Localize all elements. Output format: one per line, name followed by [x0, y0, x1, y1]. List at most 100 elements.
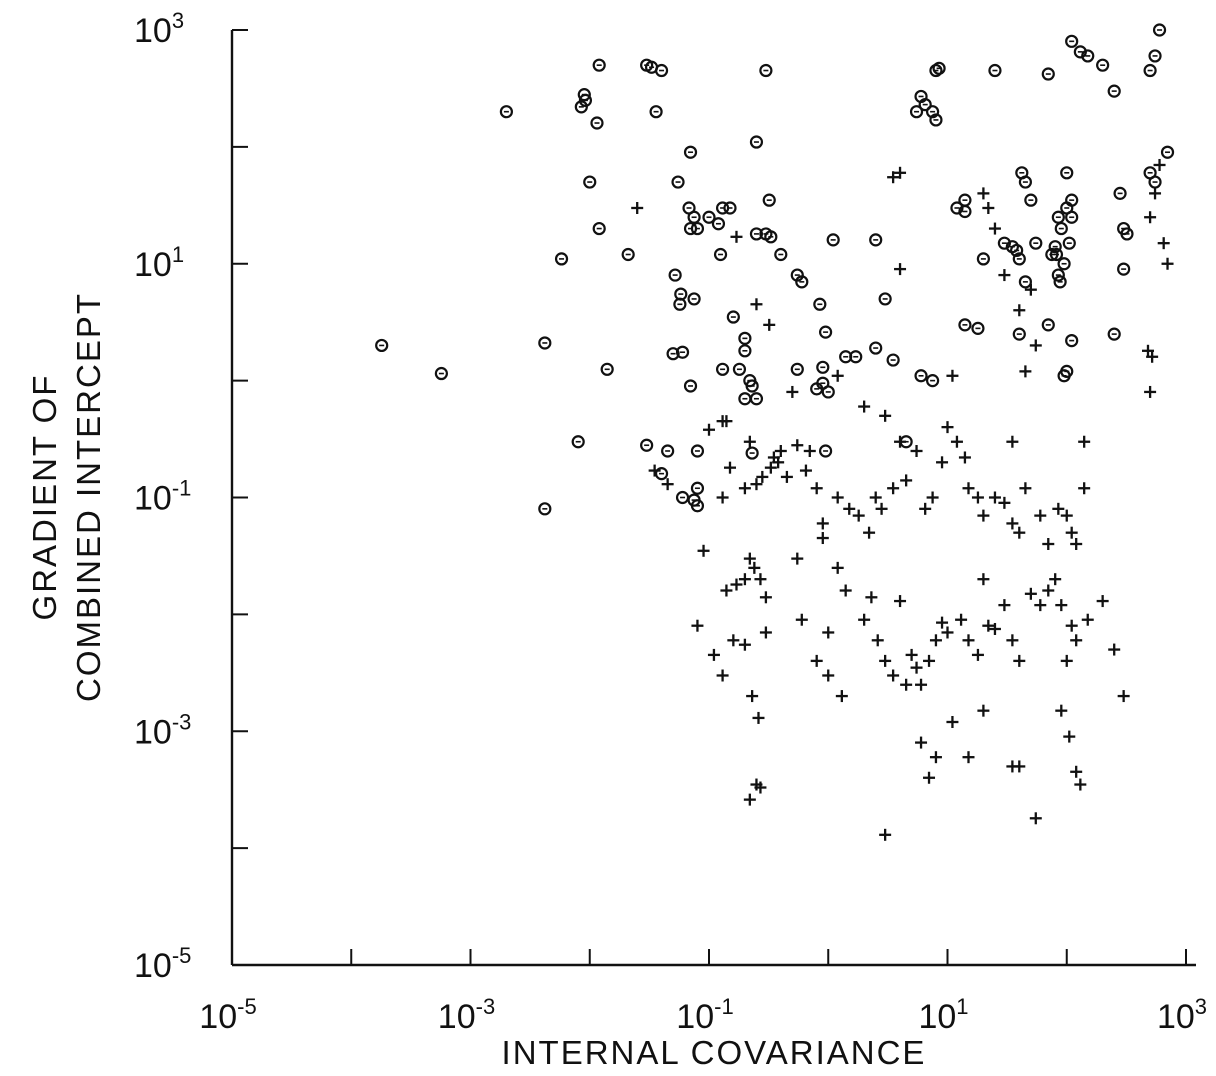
circle-point	[1096, 58, 1110, 72]
plus-point	[720, 584, 733, 597]
circle-point	[375, 338, 389, 353]
plus-point	[750, 298, 763, 311]
circle-point	[774, 247, 788, 262]
plus-point	[754, 573, 767, 586]
plus-point	[723, 461, 736, 474]
plus-point	[1060, 509, 1073, 522]
circle-point	[749, 392, 764, 406]
plus-point	[661, 478, 674, 491]
circle-point	[649, 105, 663, 119]
plus-point	[982, 619, 995, 632]
plus-point	[799, 464, 812, 477]
plus-point	[1078, 435, 1091, 448]
plus-point	[1029, 812, 1042, 825]
circle-point	[1053, 275, 1067, 289]
plus-point	[1070, 765, 1083, 778]
circle-point	[690, 499, 705, 513]
plus-point	[703, 423, 715, 436]
y-tick-label: 10-1	[134, 476, 191, 518]
x-tick-label: 10-3	[438, 994, 495, 1036]
plus-point	[648, 464, 661, 477]
plus-point	[1096, 595, 1109, 608]
plus-point	[879, 828, 892, 841]
plus-point	[791, 439, 804, 452]
plus-point	[764, 461, 777, 474]
circle-point	[1065, 34, 1079, 48]
circle-point	[849, 350, 863, 364]
circle-point	[1148, 49, 1162, 63]
plus-point	[743, 435, 756, 448]
circle-point	[675, 345, 690, 359]
plus-point	[941, 626, 954, 639]
plus-point	[720, 415, 733, 428]
circle-point	[1051, 210, 1065, 224]
plus-point	[962, 634, 975, 647]
plus-point	[1024, 283, 1037, 296]
plus-point	[816, 517, 829, 530]
plus-point	[750, 478, 763, 491]
circle-point	[790, 362, 804, 376]
plus-point	[977, 573, 990, 586]
circle-point	[578, 93, 593, 107]
plus-point	[738, 573, 751, 586]
plus-point	[879, 654, 892, 667]
circle-point	[702, 210, 716, 224]
plus-point	[875, 502, 888, 515]
circle-point	[554, 252, 569, 266]
plus-point	[831, 369, 844, 382]
circle-point	[683, 145, 698, 159]
plus-point	[871, 634, 884, 647]
plus-point	[835, 690, 848, 703]
plus-point	[900, 678, 913, 691]
x-tick-label: 103	[1157, 994, 1207, 1036]
plus-point	[1153, 158, 1166, 171]
circle-point	[869, 233, 883, 247]
circle-point	[1117, 262, 1131, 276]
plus-point	[631, 201, 644, 214]
circle-point	[592, 221, 606, 236]
x-tick-label: 10-5	[199, 994, 256, 1036]
plus-point	[748, 561, 761, 574]
circle-point	[1081, 49, 1095, 63]
plus-point	[1013, 760, 1026, 773]
circle-point	[958, 204, 972, 219]
plus-point	[1052, 502, 1065, 515]
plus-point	[919, 502, 932, 515]
plus-point	[936, 616, 949, 629]
plus-point	[1024, 587, 1037, 600]
circle-point	[1143, 63, 1157, 78]
circle-point	[1051, 268, 1065, 282]
plus-point	[727, 634, 740, 647]
circle-point	[1012, 252, 1026, 266]
plus-point	[743, 552, 756, 565]
circle-point	[1010, 243, 1024, 258]
plus-point	[998, 496, 1011, 509]
plus-point	[759, 591, 772, 604]
plus-point	[1006, 435, 1019, 448]
circle-point	[1160, 145, 1175, 159]
circle-point	[1060, 166, 1074, 180]
x-tick-label: 101	[918, 994, 968, 1036]
plus-point	[923, 654, 936, 667]
plus-point	[923, 771, 936, 784]
plus-point	[982, 201, 995, 214]
circle-point	[749, 227, 764, 241]
y-tick-label: 10-3	[134, 709, 191, 751]
circle-point	[600, 362, 614, 376]
plus-point	[852, 509, 865, 522]
plus-point	[869, 491, 882, 504]
circle-point	[661, 444, 675, 458]
circle-point	[971, 321, 985, 335]
circle-point	[654, 467, 669, 481]
circle-point	[818, 444, 833, 458]
axes	[230, 30, 1196, 967]
circle-point	[592, 58, 606, 72]
plus-point	[971, 648, 984, 661]
plus-point	[1019, 365, 1032, 378]
circle-point	[713, 247, 728, 262]
circle-point	[711, 217, 726, 231]
circle-point	[640, 438, 654, 452]
plus-point	[1161, 257, 1174, 270]
plus-point	[756, 470, 769, 483]
